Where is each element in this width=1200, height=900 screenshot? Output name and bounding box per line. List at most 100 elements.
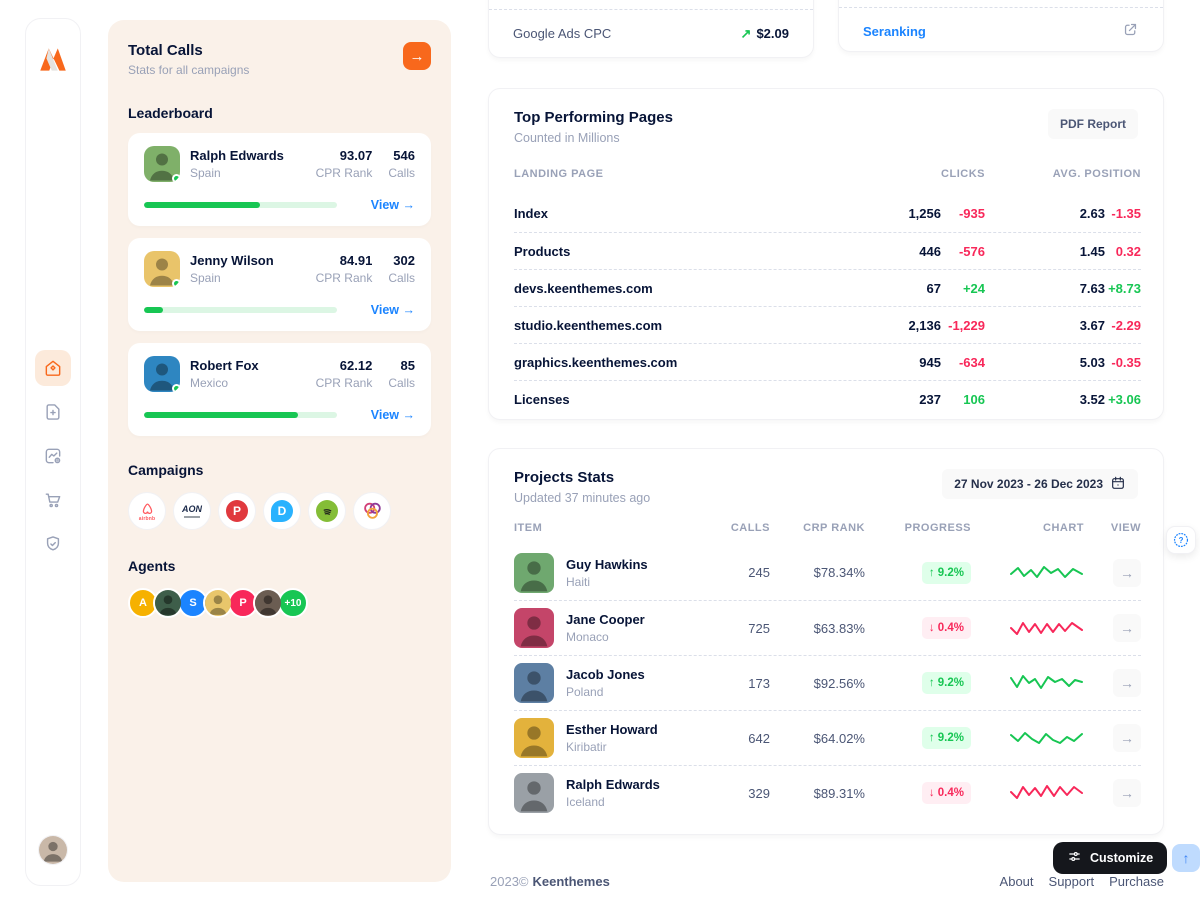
- progress-badge: ↑ 9.2%: [921, 561, 971, 584]
- metric-value: $2.09: [756, 25, 789, 41]
- online-status-dot: [172, 174, 180, 182]
- file-plus-icon[interactable]: [35, 394, 71, 430]
- row-view-button[interactable]: →: [1113, 614, 1141, 642]
- d-label: D: [271, 500, 293, 522]
- view-link[interactable]: View →: [370, 303, 415, 317]
- pdf-report-button[interactable]: PDF Report: [1048, 109, 1138, 139]
- view-link[interactable]: View →: [370, 408, 415, 422]
- airbnb-logo-icon[interactable]: airbnb: [128, 492, 166, 530]
- position-change: +8.73: [1108, 280, 1141, 296]
- avatar: [514, 663, 554, 703]
- date-range-button[interactable]: 27 Nov 2023 - 26 Dec 2023: [942, 469, 1138, 499]
- svg-text:?: ?: [1179, 536, 1184, 545]
- footer-link-support[interactable]: Support: [1048, 874, 1095, 889]
- column-landing-page: LANDING PAGE: [514, 168, 604, 180]
- column-chart: CHART: [1043, 522, 1084, 534]
- column-calls: CALLS: [730, 522, 770, 534]
- home-icon[interactable]: [35, 350, 71, 386]
- sidebar-nav: [35, 350, 71, 562]
- cart-icon[interactable]: [35, 482, 71, 518]
- row-view-button[interactable]: →: [1113, 558, 1141, 587]
- agents-more-badge[interactable]: +10: [278, 588, 308, 618]
- person-country: Iceland: [566, 795, 605, 809]
- person-name: Esther Howard: [566, 722, 658, 737]
- external-link-icon[interactable]: [1122, 21, 1139, 43]
- position-value: 3.52: [1079, 391, 1105, 407]
- avatar: [514, 773, 554, 813]
- crp-rank-value: $64.02%: [813, 730, 865, 746]
- table-row: Jane Cooper Monaco 725 $63.83% ↓ 0.4% →: [514, 600, 1141, 655]
- cpr-rank-label: CPR Rank: [315, 166, 373, 180]
- view-link[interactable]: View →: [370, 198, 415, 212]
- agent-name: Ralph Edwards: [190, 148, 284, 163]
- panel-subtitle: Stats for all campaigns: [128, 63, 250, 77]
- link-row-hidden: [839, 0, 1163, 7]
- landing-page: Products: [514, 243, 571, 259]
- clicks-value: 67: [926, 280, 941, 296]
- rings-logo-icon[interactable]: [353, 492, 391, 530]
- agent-name: Jenny Wilson: [190, 253, 274, 268]
- metric-label: Google Ads CPC: [513, 26, 612, 41]
- card-title: Top Performing Pages: [514, 109, 673, 126]
- table-row: studio.keenthemes.com 2,136 -1,229 3.67 …: [514, 306, 1141, 343]
- column-view: VIEW: [1110, 522, 1141, 534]
- arrow-up-icon: ↑: [1182, 850, 1190, 866]
- position-change: -0.35: [1111, 354, 1141, 370]
- calls-value: 642: [748, 730, 770, 746]
- crp-rank-value: $78.34%: [813, 565, 865, 580]
- progress-bar: [144, 307, 164, 313]
- progress-track: [144, 412, 337, 418]
- agent-photo-avatar[interactable]: [253, 588, 283, 618]
- customize-button[interactable]: Customize: [1053, 842, 1168, 874]
- sparkline-chart: [1010, 785, 1083, 799]
- calls-value: 329: [748, 785, 770, 801]
- calls-value: 85: [400, 358, 415, 373]
- d-chat-logo-icon[interactable]: D: [263, 492, 301, 530]
- calls-label: Calls: [388, 271, 415, 285]
- app-logo[interactable]: [36, 43, 70, 77]
- aon-logo-icon[interactable]: AON: [173, 492, 211, 530]
- footer-link-about[interactable]: About: [999, 874, 1034, 889]
- table-row: graphics.keenthemes.com 945 -634 5.03 -0…: [514, 343, 1141, 380]
- seranking-link[interactable]: Seranking: [863, 24, 926, 39]
- landing-page: studio.keenthemes.com: [514, 317, 663, 333]
- crp-rank-value: $63.83%: [813, 620, 865, 636]
- calendar-icon: [1110, 475, 1126, 494]
- leaderboard-card: Ralph Edwards Spain 93.07 CPR Rank 546 Cal…: [128, 133, 431, 226]
- trend-up-icon: ↗: [740, 25, 752, 41]
- table-row: Ralph Edwards Iceland 329 $89.31% ↓ 0.4% …: [514, 765, 1141, 820]
- avatar: [514, 552, 554, 593]
- agent-photo-avatar[interactable]: [203, 588, 233, 618]
- card-subtitle: Updated 37 minutes ago: [514, 491, 651, 505]
- scroll-to-top-button[interactable]: ↑: [1172, 844, 1200, 872]
- user-avatar[interactable]: [38, 835, 68, 865]
- table-row: Esther Howard Kiribatir 642 $64.02% ↑ 9.2…: [514, 710, 1141, 765]
- link-row: Seranking: [839, 7, 1163, 51]
- agents-avatars: A S P +10: [128, 588, 431, 618]
- chart-settings-icon[interactable]: [35, 438, 71, 474]
- projects-stats-card: Projects Stats Updated 37 minutes ago 27…: [488, 448, 1164, 835]
- column-progress: PROGRESS: [904, 522, 971, 534]
- panel-arrow-button[interactable]: →: [403, 42, 431, 70]
- clicks-value: 446: [919, 243, 941, 259]
- help-button[interactable]: ?: [1166, 526, 1196, 554]
- agent-photo-avatar[interactable]: [153, 588, 183, 618]
- calls-value: 302: [393, 253, 415, 268]
- shield-check-icon[interactable]: [35, 526, 71, 562]
- card-subtitle: Counted in Millions: [514, 131, 620, 145]
- top-performing-pages-card: Top Performing Pages Counted in Millions…: [488, 88, 1164, 420]
- spotify-logo-icon[interactable]: [308, 492, 346, 530]
- table-row: Index 1,256 -935 2.63 -1.35: [514, 195, 1141, 232]
- table-row: Jacob Jones Poland 173 $92.56% ↑ 9.2% →: [514, 655, 1141, 710]
- row-view-button[interactable]: →: [1113, 779, 1141, 807]
- row-view-button[interactable]: →: [1113, 724, 1141, 752]
- row-view-button[interactable]: →: [1113, 669, 1141, 697]
- agent-country: Spain: [190, 271, 221, 285]
- p-logo-icon[interactable]: P: [218, 492, 256, 530]
- keenthemes-link[interactable]: Keenthemes: [532, 874, 610, 889]
- clicks-value: 945: [919, 354, 941, 370]
- aon-label: AON: [182, 504, 202, 515]
- footer-link-purchase[interactable]: Purchase: [1109, 874, 1164, 889]
- column-clicks: CLICKS: [941, 168, 985, 180]
- person-country: Monaco: [566, 630, 609, 644]
